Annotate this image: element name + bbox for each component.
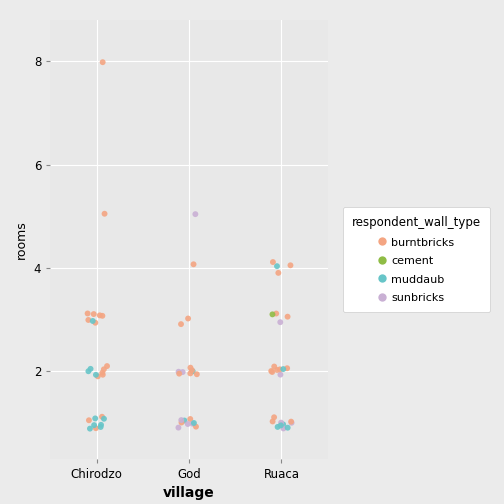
Point	[186, 363, 195, 371]
Point	[87, 365, 95, 373]
Point	[174, 423, 182, 431]
Point	[273, 262, 281, 270]
Point	[270, 413, 278, 421]
Point	[268, 368, 276, 376]
Point	[92, 371, 100, 379]
Point	[91, 319, 99, 327]
Point	[276, 318, 284, 326]
Point	[100, 415, 108, 423]
Point	[100, 210, 108, 218]
Point	[103, 362, 111, 370]
Point	[279, 420, 287, 428]
Point	[193, 370, 201, 379]
Point	[192, 210, 200, 218]
Point	[96, 311, 104, 320]
Point	[286, 261, 294, 269]
Point	[100, 365, 108, 373]
Point	[192, 423, 200, 431]
Point	[269, 258, 277, 266]
Legend: burntbricks, cement, muddaub, sunbricks: burntbricks, cement, muddaub, sunbricks	[343, 207, 490, 312]
Point	[84, 316, 92, 324]
Y-axis label: rooms: rooms	[15, 220, 28, 259]
Point	[287, 418, 295, 426]
Point	[178, 368, 186, 376]
Point	[90, 421, 98, 429]
Point	[279, 365, 287, 373]
Point	[92, 424, 100, 432]
Point	[97, 421, 105, 429]
Point	[188, 366, 196, 374]
Point	[190, 419, 198, 427]
Point	[177, 416, 185, 424]
Point	[98, 413, 106, 421]
Point	[283, 364, 291, 372]
Point	[269, 417, 277, 425]
Point	[175, 369, 183, 377]
Point	[186, 415, 195, 423]
X-axis label: village: village	[163, 486, 215, 500]
Point	[284, 424, 292, 432]
Point	[184, 314, 192, 323]
Point	[97, 423, 105, 431]
Point	[177, 418, 185, 426]
Point	[277, 421, 285, 429]
Point	[267, 367, 275, 375]
Point	[84, 309, 92, 318]
Point	[186, 369, 195, 377]
Point	[184, 420, 192, 428]
Point	[90, 310, 98, 318]
Point	[86, 424, 94, 432]
Point	[274, 423, 282, 431]
Point	[180, 416, 188, 424]
Point	[279, 424, 287, 432]
Point	[272, 309, 280, 318]
Point	[89, 317, 97, 325]
Point	[276, 365, 284, 373]
Point	[276, 370, 284, 379]
Point	[99, 371, 107, 379]
Point	[91, 414, 99, 422]
Point	[188, 420, 197, 428]
Point	[270, 362, 278, 370]
Point	[85, 416, 93, 424]
Point	[277, 419, 285, 427]
Point	[98, 312, 106, 320]
Point	[288, 419, 296, 427]
Point	[84, 367, 92, 375]
Point	[99, 58, 107, 66]
Point	[94, 372, 102, 381]
Point	[269, 310, 277, 319]
Point	[177, 320, 185, 328]
Point	[174, 368, 182, 376]
Point	[273, 366, 281, 374]
Point	[188, 367, 197, 375]
Point	[98, 369, 106, 377]
Point	[284, 312, 292, 321]
Point	[190, 260, 198, 268]
Point	[274, 269, 282, 277]
